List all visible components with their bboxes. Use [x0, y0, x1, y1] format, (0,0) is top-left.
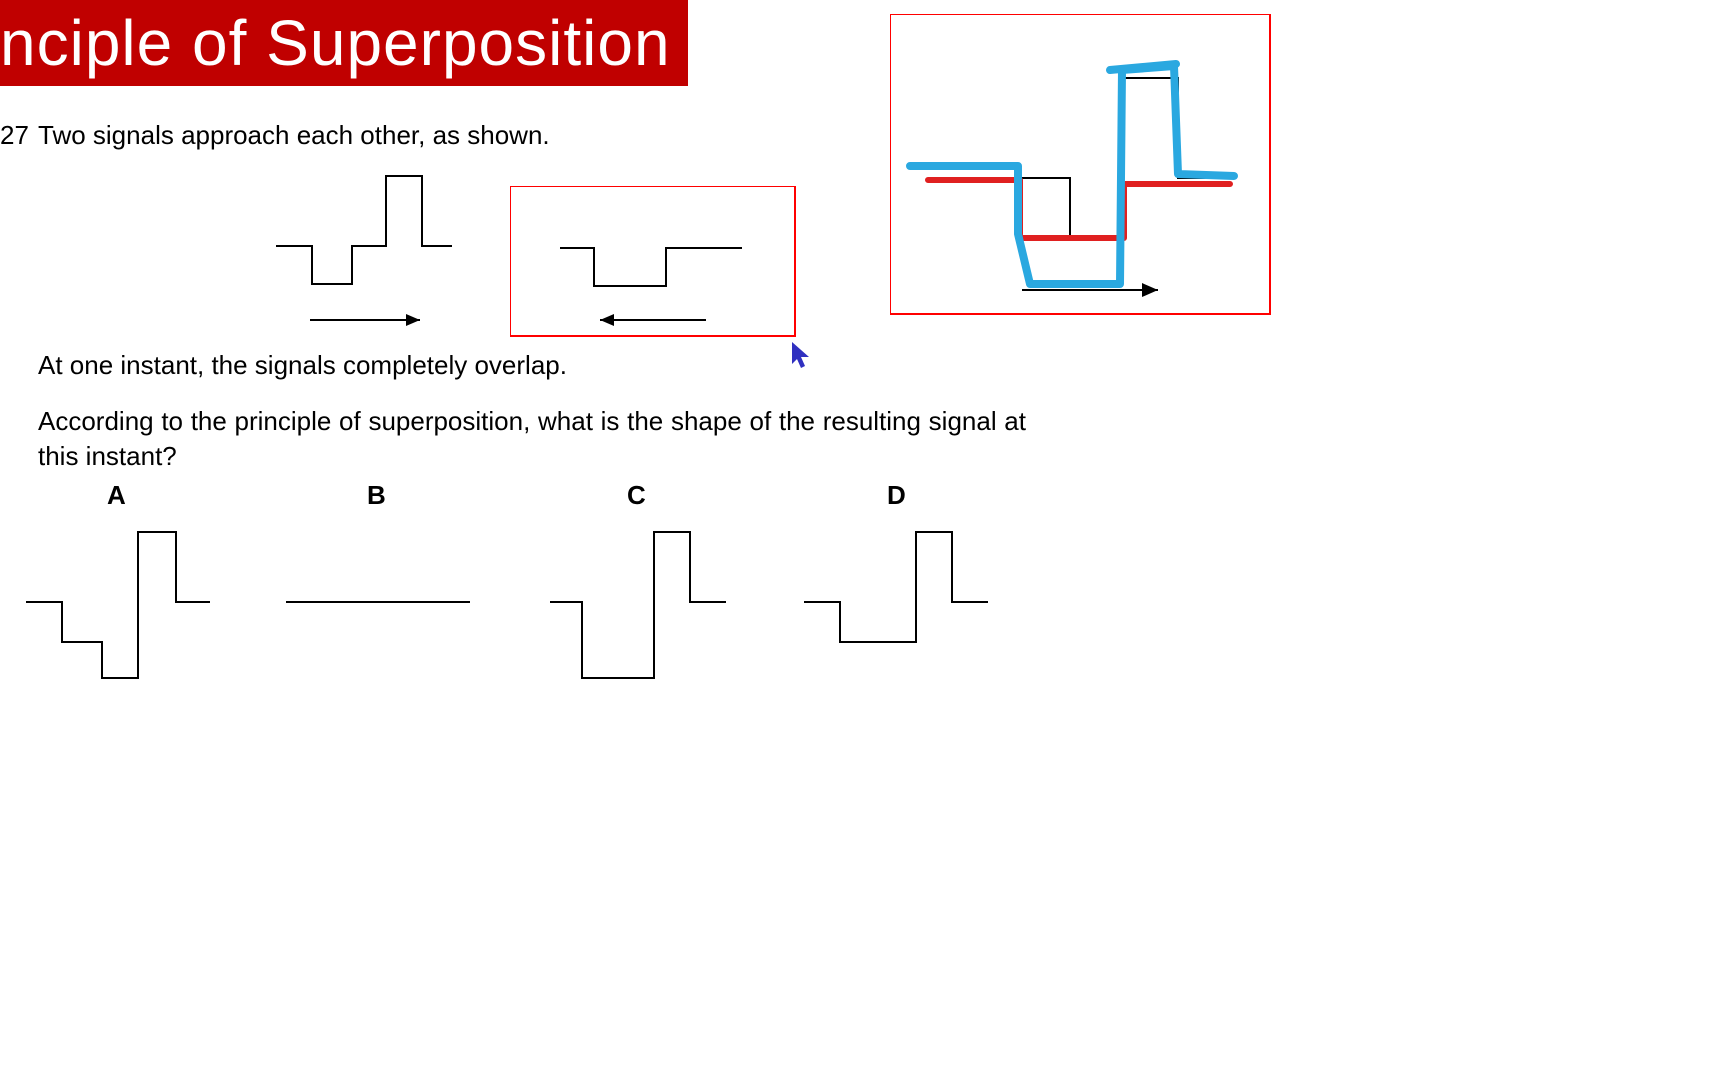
option-a-diagram: [26, 526, 216, 686]
question-text-line3: According to the principle of superposit…: [38, 404, 1026, 474]
option-c-label: C: [627, 480, 646, 511]
question-text-line1: Two signals approach each other, as show…: [38, 120, 550, 151]
option-d-diagram: [804, 526, 994, 686]
question-number: 27: [0, 120, 29, 151]
question-text-line2: At one instant, the signals completely o…: [38, 350, 567, 381]
mouse-cursor-icon: [792, 342, 816, 370]
option-b-label: B: [367, 480, 386, 511]
page-title: nciple of Superposition: [0, 0, 688, 86]
annotation-panel: [890, 14, 1275, 319]
signal-left-diagram: [276, 168, 456, 338]
option-c-diagram: [550, 526, 740, 686]
signal-right-diagram: [510, 186, 800, 341]
option-b-diagram: [286, 526, 476, 686]
option-a-label: A: [107, 480, 126, 511]
option-d-label: D: [887, 480, 906, 511]
